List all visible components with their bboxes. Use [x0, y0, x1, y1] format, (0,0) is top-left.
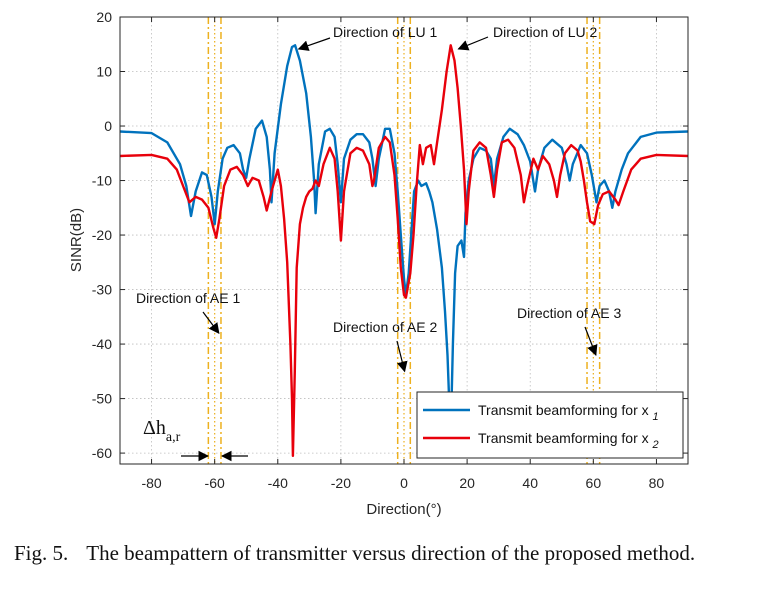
x-tick-label: 40: [522, 475, 538, 491]
svg-text:Δha,r: Δha,r: [143, 417, 181, 445]
y-axis-label: SINR(dB): [68, 208, 85, 272]
x-tick-label: -80: [141, 475, 161, 491]
legend-label-x2: Transmit beamforming for x 2: [478, 430, 659, 451]
legend-box: [416, 391, 684, 459]
annotation-label: Direction of LU 2: [493, 24, 597, 40]
annotation-arrow: [457, 36, 489, 51]
y-tick-label: -20: [92, 227, 112, 243]
annotation-arrow: [584, 326, 598, 356]
delta-label-sub: a,r: [166, 430, 181, 445]
x-tick-label: 0: [400, 475, 408, 491]
x-tick-label: 60: [586, 475, 602, 491]
y-tick-label: -10: [92, 173, 112, 189]
x-tick-label: 80: [649, 475, 665, 491]
series-lines: [120, 44, 688, 457]
y-tick-label: 20: [96, 9, 112, 25]
annotation-arrow: [297, 37, 331, 51]
x-axis-label: Direction(°): [366, 501, 441, 518]
caption-text: The beampattern of transmitter versus di…: [86, 541, 696, 565]
annotation-arrow: [396, 340, 408, 373]
legend-sub-x1: 1: [653, 411, 659, 423]
y-tick-label: 10: [96, 64, 112, 80]
annotations: Direction of LU 1 Direction of LU 2 Direct…: [136, 24, 621, 373]
legend-label-x1: Transmit beamforming for x 1: [478, 402, 659, 423]
y-tick-label: -60: [92, 445, 112, 461]
y-tick-label: -30: [92, 282, 112, 298]
annotation-arrow: [202, 311, 220, 335]
series-line-x2: [120, 44, 688, 457]
delta-label-main: Δh: [143, 417, 166, 439]
y-tick-label: 0: [104, 118, 112, 134]
legend: Transmit beamforming for x 1 Transmit be…: [416, 391, 684, 459]
annotation-label: Direction of LU 1: [333, 24, 437, 40]
x-tick-label: 20: [459, 475, 475, 491]
x-tick-label: -60: [205, 475, 225, 491]
annotation-label: Direction of AE 2: [333, 319, 437, 335]
beampattern-chart: -80 -60 -40 -20 0 20 40 60 80 20 10 0 -10 -20 -30 -40 -5…: [68, 9, 689, 518]
axis-ticks: -80 -60 -40 -20 0 20 40 60 80 20 10 0 -10 -20 -30 -40 -5…: [92, 9, 688, 491]
x-tick-label: -40: [268, 475, 288, 491]
y-tick-label: -40: [92, 336, 112, 352]
delta-h-marker: Δha,r: [143, 417, 248, 462]
caption-label: Fig. 5.: [14, 541, 69, 565]
legend-sub-x2: 2: [652, 439, 659, 451]
annotation-label: Direction of AE 1: [136, 290, 240, 306]
figure-caption: Fig. 5. The beampattern of transmitter ve…: [14, 540, 746, 566]
y-tick-label: -50: [92, 391, 112, 407]
x-tick-label: -20: [331, 475, 351, 491]
direction-markers: [207, 17, 601, 464]
annotation-label: Direction of AE 3: [517, 305, 621, 321]
